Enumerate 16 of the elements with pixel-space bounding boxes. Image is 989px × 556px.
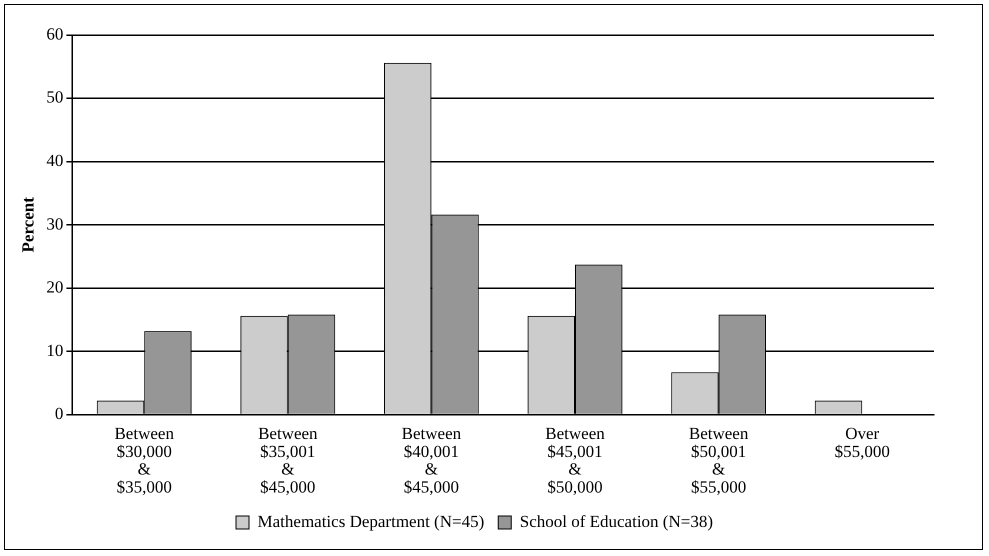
y-tick-label: 40 bbox=[46, 151, 64, 170]
x-tick-label: Between $50,001 & $55,000 bbox=[688, 424, 749, 497]
x-tick-label: Over $55,000 bbox=[834, 424, 890, 461]
legend-label: Mathematics Department (N=45) bbox=[258, 512, 484, 531]
y-tick-label: 10 bbox=[46, 340, 64, 360]
y-tick-label: 0 bbox=[54, 404, 64, 424]
y-axis-title: Percent bbox=[18, 196, 38, 252]
x-tick-label: Between $40,001 & $45,000 bbox=[402, 424, 462, 497]
x-tick-label: Between $35,001 & $45,000 bbox=[258, 424, 318, 497]
x-tick-label: Between $45,001 & $50,000 bbox=[545, 424, 606, 497]
y-tick-label: 50 bbox=[46, 88, 64, 107]
y-tick-label: 20 bbox=[46, 278, 64, 297]
legend-label: School of Education (N=38) bbox=[520, 512, 713, 531]
y-tick-label: 30 bbox=[46, 214, 64, 234]
y-tick-label: 60 bbox=[46, 24, 64, 44]
x-tick-label: Between $30,000 & $35,000 bbox=[114, 424, 174, 497]
